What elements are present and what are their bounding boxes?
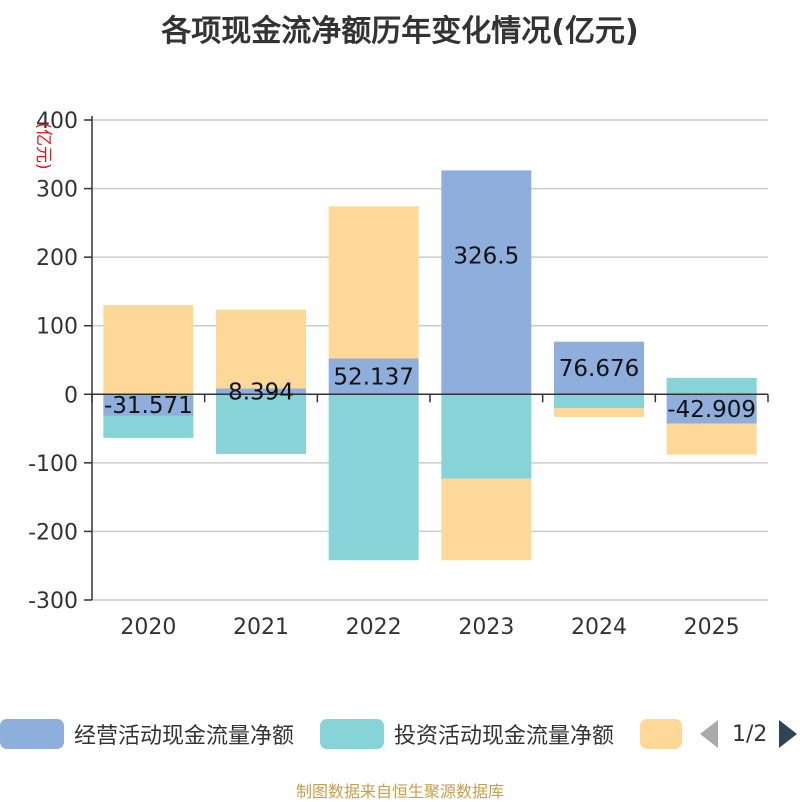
data-label-2021: 8.394: [228, 379, 294, 405]
data-label-2022: 52.137: [333, 364, 413, 390]
bar-operating-2023: [441, 170, 532, 395]
grid-lines: [92, 119, 768, 601]
x-tick-label: 2021: [233, 615, 289, 640]
legend-prev-page-icon[interactable]: [700, 720, 718, 748]
bar-operating-2021: [216, 388, 306, 395]
y-tick-label: 0: [64, 383, 78, 408]
bar-other-2022: [328, 206, 419, 359]
bar-investing-2021: [216, 394, 306, 454]
bar-investing-2024: [554, 394, 644, 408]
y-tick-label: 300: [36, 178, 78, 203]
bar-investing-2023: [441, 394, 532, 479]
bar-operating-2020: [103, 394, 194, 416]
y-tick-label: 100: [36, 315, 78, 340]
y-tick-label: -100: [28, 452, 78, 477]
bar-operating-2022: [328, 358, 419, 395]
y-tick-label: -300: [28, 589, 78, 614]
data-labels: -31.571 8.394 52.137 326.5 76.676 -42.909: [104, 243, 756, 423]
data-label-2020: -31.571: [104, 393, 193, 419]
x-tick-label: 2020: [120, 615, 176, 640]
legend-swatch-financing: [640, 719, 682, 749]
legend-item-financing[interactable]: [640, 716, 692, 752]
bar-operating-2025: [666, 394, 757, 424]
y-tick-label: 200: [36, 246, 78, 271]
bar-operating-2024: [554, 341, 644, 395]
legend-pager: 1/2: [700, 716, 798, 752]
legend-page-indicator: 1/2: [732, 721, 768, 747]
legend-swatch-operating: [0, 719, 64, 749]
y-tick-label: 400: [36, 109, 78, 134]
x-tick-label: 2025: [684, 615, 740, 640]
x-tick-label: 2024: [571, 615, 627, 640]
bar-investing-2025: [666, 377, 757, 395]
legend-swatch-investing: [320, 719, 384, 749]
x-tick-label: 2023: [458, 615, 514, 640]
bars: [103, 170, 757, 561]
bar-other-2020: [103, 305, 194, 395]
axes: -300 -200 -100 0 100 200 300 400(亿元) 2020 2021 202…: [28, 109, 769, 640]
x-tick-label: 2022: [346, 615, 402, 640]
bar-investing-2022: [328, 394, 419, 561]
bar-other-2021: [216, 309, 306, 389]
bar-other-2024: [554, 408, 644, 417]
legend-label-operating: 经营活动现金流量净额: [74, 724, 295, 749]
bar-other-2025: [666, 423, 757, 455]
data-label-2023: 326.5: [453, 243, 519, 269]
y-tick-label: -200: [28, 520, 78, 545]
data-label-2024: 76.676: [559, 356, 639, 382]
legend-item-investing[interactable]: 投资活动现金流量净额: [320, 716, 614, 752]
legend-label-investing: 投资活动现金流量净额: [394, 724, 615, 749]
y-axis-unit-label: (亿元): [33, 122, 53, 169]
legend-item-operating[interactable]: 经营活动现金流量净额: [0, 716, 294, 752]
bar-investing-2020: [103, 415, 194, 438]
legend: 经营活动现金流量净额 投资活动现金流量净额 1/2: [0, 716, 800, 756]
chart-plot: -300 -200 -100 0 100 200 300 400(亿元) 2020 2021 202…: [28, 109, 769, 640]
data-label-2025: -42.909: [667, 397, 756, 423]
chart-title: 各项现金流净额历年变化情况(亿元): [161, 14, 639, 49]
source-note: 制图数据来自恒生聚源数据库: [295, 782, 504, 801]
legend-next-page-icon[interactable]: [779, 720, 798, 748]
bar-other-2023: [441, 478, 532, 561]
